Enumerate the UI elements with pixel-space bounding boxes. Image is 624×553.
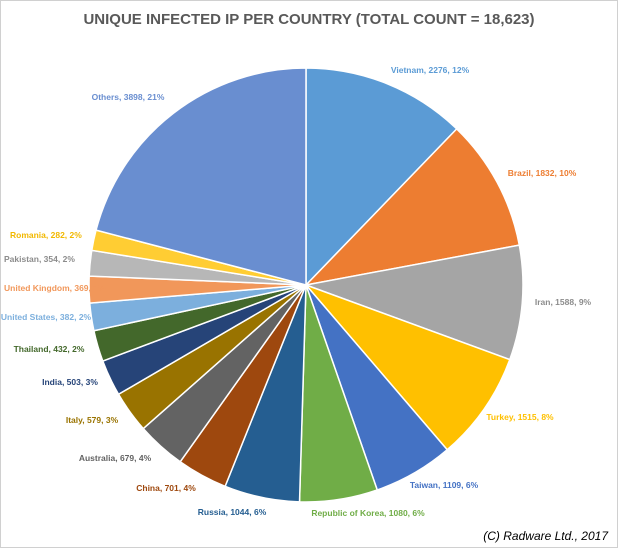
slice-label: Brazil, 1832, 10% [508,168,577,178]
slice-label: Australia, 679, 4% [79,453,152,463]
slice-label: Vietnam, 2276, 12% [391,65,470,75]
pie-slice [303,283,511,451]
slice-label: Russia, 1044, 6% [198,507,267,517]
copyright-text: (C) Radware Ltd., 2017 [483,529,609,543]
slice-label: Republic of Korea, 1080, 6% [311,508,425,518]
slice-label: Thailand, 432, 2% [14,344,85,354]
slice-label: United Kingdom, 369, 2% [4,283,106,293]
slice-label: Others, 3898, 21% [92,92,165,102]
slice-label: Pakistan, 354, 2% [4,254,75,264]
slice-label: Italy, 579, 3% [66,415,119,425]
chart-title: UNIQUE INFECTED IP PER COUNTRY (TOTAL CO… [83,11,534,28]
slice-label: China, 701, 4% [136,483,196,493]
slice-label: Turkey, 1515, 8% [486,412,554,422]
slice-label: Romania, 282, 2% [10,230,82,240]
pie-slice [305,67,458,287]
pie-slice [303,127,521,287]
slice-label: United States, 382, 2% [1,312,92,322]
pie-slice [303,244,524,361]
slice-label: Iran, 1588, 9% [535,297,592,307]
pie-slices [88,67,524,503]
pie-slice [95,67,307,286]
slice-label: Taiwan, 1109, 6% [410,480,479,490]
slice-label: India, 503, 3% [42,377,98,387]
slice-labels: Vietnam, 2276, 12% Brazil, 1832, 10% Iran,… [1,65,592,518]
